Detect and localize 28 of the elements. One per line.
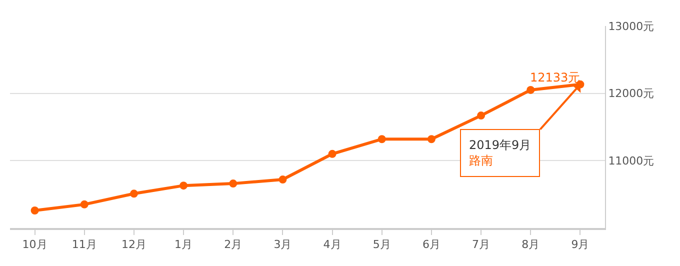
x-tick-label: 3月 <box>274 238 292 252</box>
y-tick-label: 13000元 <box>608 20 654 33</box>
x-tick-label: 6月 <box>422 238 440 252</box>
point <box>427 135 436 144</box>
point <box>80 200 88 208</box>
point <box>130 190 138 198</box>
text: 路南 <box>469 154 493 168</box>
x-tick-label: 11月 <box>72 238 97 252</box>
x-tick-label: 1月 <box>174 238 193 252</box>
point <box>526 86 535 94</box>
point <box>30 206 39 214</box>
y-tick-label: 12000元 <box>608 87 654 100</box>
annotation: 2019年9月 <box>469 138 532 152</box>
x-tick-label: 4月 <box>323 238 342 252</box>
point <box>229 180 238 188</box>
x-tick-label: 12月 <box>121 238 146 252</box>
x-tick-label: 8月 <box>522 238 540 252</box>
point <box>180 182 188 190</box>
x-tick-label: 10月 <box>22 238 48 252</box>
y-tick-label: 11000元 <box>608 154 654 168</box>
x-tick-label: 2月 <box>224 238 242 252</box>
x-tick-label: 7月 <box>472 238 490 252</box>
point <box>278 176 287 184</box>
x-tick-label: 9月 <box>571 238 590 252</box>
point <box>378 135 386 144</box>
point <box>328 150 336 158</box>
x-tick-label: 5月 <box>372 238 391 252</box>
point <box>477 112 486 120</box>
